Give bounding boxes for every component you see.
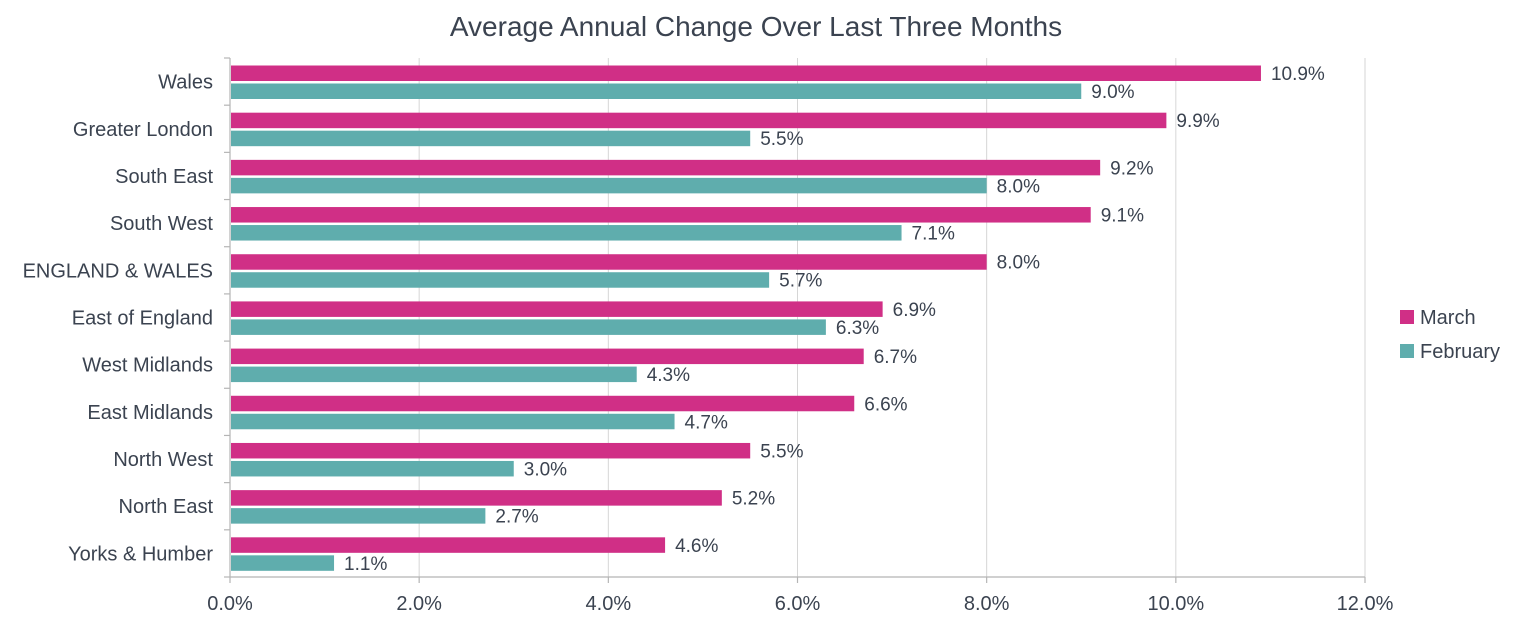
bar-february <box>231 177 987 194</box>
category-label: Greater London <box>73 119 213 141</box>
bar-february <box>231 508 486 524</box>
bar-march <box>231 395 855 412</box>
data-label: 3.0% <box>524 459 567 480</box>
bar-march <box>231 490 722 506</box>
bar-february <box>231 225 902 241</box>
bar-february <box>231 83 1082 99</box>
data-label: 9.1% <box>1101 206 1144 227</box>
x-tick-label: 0.0% <box>207 593 253 615</box>
x-tick-label: 8.0% <box>964 593 1010 615</box>
bar-march <box>231 537 666 553</box>
value-labels: 10.9% 9.0% 9.9% 5.5% 9.2% 8.0% 9.1% 7.1% 8.0% 5.7… <box>344 64 1325 575</box>
bar-march <box>231 65 1261 81</box>
data-label: 9.9% <box>1176 111 1219 132</box>
category-label: North West <box>113 449 213 471</box>
legend-label-march: March <box>1420 307 1476 329</box>
bar-march <box>231 442 751 459</box>
x-tick-label: 4.0% <box>586 593 632 615</box>
axes: 0.0% 2.0% 4.0% 6.0% 8.0% 10.0% 12.0% Wales Great… <box>23 57 1394 615</box>
data-label: 6.9% <box>893 300 936 321</box>
data-label: 9.0% <box>1091 82 1134 103</box>
category-label: South East <box>115 166 213 188</box>
data-label: 6.6% <box>864 394 907 415</box>
data-label: 8.0% <box>997 176 1040 197</box>
bar-february <box>231 319 826 335</box>
bar-march <box>231 112 1167 129</box>
data-label: 4.6% <box>675 536 718 557</box>
bar-march <box>231 254 987 270</box>
x-tick-label: 2.0% <box>396 593 442 615</box>
data-label: 5.5% <box>760 441 803 462</box>
bar-march <box>231 348 864 365</box>
category-label: South West <box>110 213 213 235</box>
bar-february <box>231 555 335 571</box>
data-label: 7.1% <box>912 224 955 245</box>
bars <box>231 65 1261 571</box>
legend-swatch-march <box>1400 310 1414 324</box>
legend-label-february: February <box>1420 341 1500 363</box>
x-tick-label: 10.0% <box>1147 593 1204 615</box>
bar-february <box>231 366 637 383</box>
category-label: Wales <box>158 72 213 94</box>
data-label: 2.7% <box>495 507 538 528</box>
bar-march <box>231 207 1091 223</box>
bar-february <box>231 272 770 288</box>
data-label: 1.1% <box>344 554 387 575</box>
data-label: 5.2% <box>732 489 775 510</box>
data-label: 5.7% <box>779 271 822 292</box>
x-tick-label: 12.0% <box>1337 593 1394 615</box>
bar-february <box>231 130 751 147</box>
bar-february <box>231 460 514 477</box>
data-label: 4.7% <box>685 412 728 433</box>
data-label: 9.2% <box>1110 158 1153 179</box>
data-label: 5.5% <box>760 129 803 150</box>
category-label: ENGLAND & WALES <box>23 260 213 282</box>
data-label: 6.7% <box>874 347 917 368</box>
bar-march <box>231 159 1101 176</box>
category-label: Yorks & Humber <box>68 543 213 565</box>
category-label: West Midlands <box>82 355 213 377</box>
chart-title: Average Annual Change Over Last Three Mo… <box>450 11 1062 42</box>
x-tick-label: 6.0% <box>775 593 821 615</box>
data-label: 6.3% <box>836 318 879 339</box>
legend-swatch-february <box>1400 344 1414 358</box>
legend: March February <box>1400 307 1500 363</box>
category-label: East Midlands <box>87 402 213 424</box>
bar-march <box>231 301 883 317</box>
data-label: 4.3% <box>647 365 690 386</box>
bar-february <box>231 413 675 430</box>
data-label: 10.9% <box>1271 64 1325 85</box>
data-label: 8.0% <box>997 253 1040 274</box>
category-label: North East <box>119 496 214 518</box>
category-label: East of England <box>72 308 213 330</box>
